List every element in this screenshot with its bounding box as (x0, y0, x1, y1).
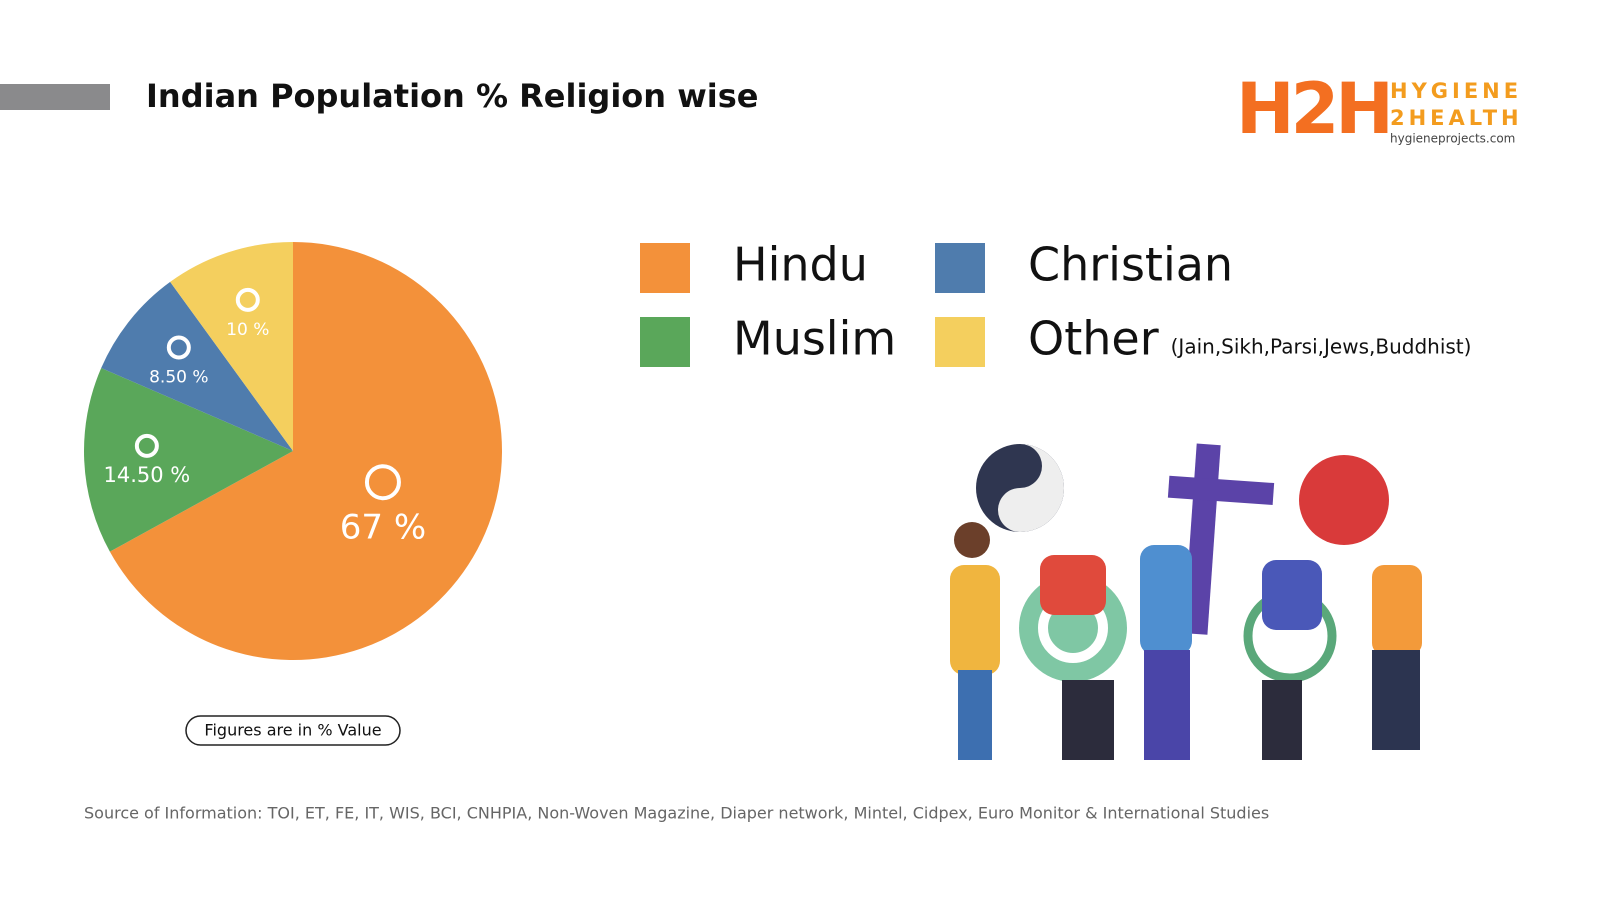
person-body (1140, 545, 1192, 655)
person-legs (1062, 680, 1114, 760)
slice-icon (364, 464, 401, 501)
pie: 67 % 14.50 % 8.50 % 10 % (84, 242, 503, 660)
person-legs (958, 670, 992, 760)
pie-slice (101, 281, 293, 451)
illustration (950, 443, 1422, 760)
note: Figures are in % Value (204, 721, 381, 740)
slice-icon (134, 433, 159, 458)
logo-line: HYGIENE (1390, 79, 1522, 103)
person-legs (1262, 680, 1302, 760)
slice-label: 14.50 % (103, 463, 190, 487)
source: Source of Information: TOI, ET, FE, IT, … (84, 804, 1269, 823)
pie-slice (84, 367, 293, 552)
legend-swatch (640, 317, 690, 367)
legend-swatch (935, 317, 985, 367)
person-body (950, 565, 1000, 675)
legend-label: Hindu (733, 238, 868, 292)
legend-label: Other (1028, 312, 1159, 366)
slice-icon (166, 335, 191, 360)
legend-note: (Jain,Sikh,Parsi,Jews,Buddhist) (1171, 335, 1472, 359)
logo-line: 2HEALTH (1390, 106, 1523, 130)
pie-slice (109, 242, 503, 660)
title-bar (0, 84, 110, 110)
logo-mark: H2H (1236, 68, 1390, 150)
slice-icon (235, 287, 260, 312)
chart-title: Indian Population % Religion wise (146, 77, 758, 115)
logo-url: hygieneprojects.com (1390, 132, 1515, 146)
person-body (1372, 565, 1422, 655)
person-legs (1144, 650, 1190, 760)
legend-label: Christian (1028, 238, 1233, 292)
pie-slice (170, 242, 293, 451)
person-body (1040, 555, 1106, 615)
symbol-yinyang (998, 444, 1064, 532)
legend-swatch (935, 243, 985, 293)
slice-label: 67 % (340, 508, 426, 548)
symbol-cross (1167, 475, 1275, 505)
legend: Hindu Muslim Christian Other (Jain,Sikh,Pars… (640, 238, 1472, 367)
symbol-circle (1299, 455, 1389, 545)
note-pill (185, 715, 401, 746)
person-head (954, 522, 990, 558)
legend-swatch (640, 243, 690, 293)
slice-label: 10 % (226, 320, 269, 340)
person-legs (1372, 650, 1420, 750)
person-body (1262, 560, 1322, 630)
slice-label: 8.50 % (149, 368, 208, 388)
legend-label: Muslim (733, 312, 896, 366)
